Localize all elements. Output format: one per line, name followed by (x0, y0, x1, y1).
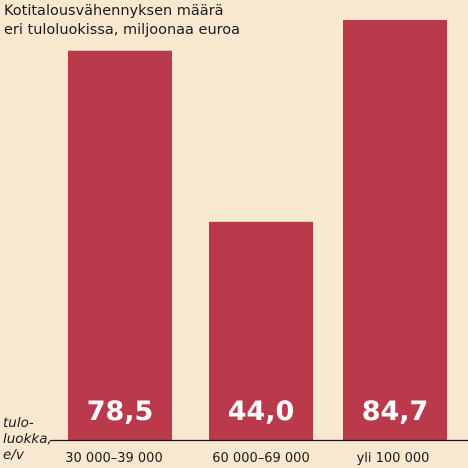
x-axis-label-line: luokka, (3, 431, 52, 447)
bar (209, 221, 313, 440)
chart-title: Kotitalousvähennyksen määrä eri tuloluoki… (4, 3, 240, 38)
category-label: 30 000–39 000 (65, 451, 162, 466)
bar (68, 50, 172, 440)
x-axis-label: tulo-luokka,e/v (3, 415, 52, 463)
category-labels: 30 000–39 000 60 000–69 000 yli 100 000 (65, 451, 429, 466)
category-label: 60 000–69 000 (212, 451, 309, 466)
bar-value-label: 78,5 (87, 396, 154, 427)
bars (68, 20, 447, 440)
bar (343, 20, 447, 440)
bar-value-label: 84,7 (362, 396, 429, 427)
x-axis-label-line: tulo- (3, 415, 34, 431)
value-labels: 78,5 44,0 84,7 (87, 396, 429, 427)
category-label: yli 100 000 (357, 451, 430, 466)
x-axis-label-line: e/v (3, 447, 25, 463)
chart-title-line: eri tuloluokissa, miljoonaa euroa (4, 22, 240, 38)
bar-value-label: 44,0 (228, 396, 295, 427)
chart-title-line: Kotitalousvähennyksen määrä (4, 3, 224, 19)
